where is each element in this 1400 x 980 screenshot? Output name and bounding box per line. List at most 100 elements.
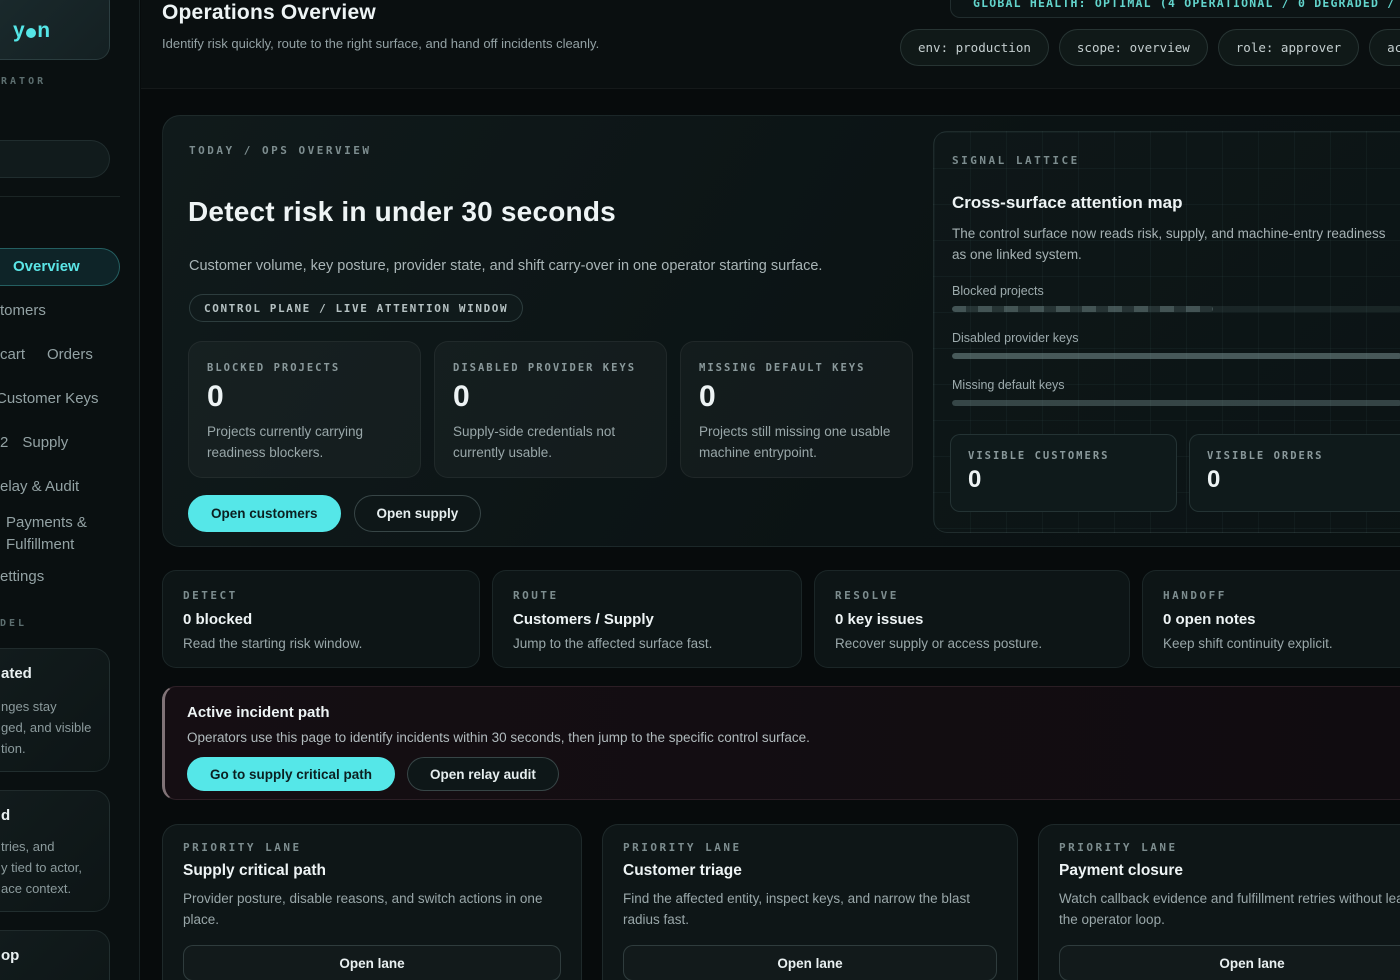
- sidebar-item-supply[interactable]: 2 Supply: [0, 434, 68, 451]
- incident-description: Operators use this page to identify inci…: [187, 730, 810, 745]
- payments-line1: Payments &: [6, 514, 87, 531]
- metric-label: VISIBLE CUSTOMERS: [968, 450, 1110, 462]
- header-divider: [141, 88, 1400, 89]
- signal-description: The control surface now reads risk, supp…: [952, 226, 1386, 262]
- sidebar-item-supply-label: Supply: [22, 434, 69, 451]
- flow-card-route[interactable]: ROUTE Customers / Supply Jump to the aff…: [492, 570, 802, 668]
- global-health-banner: GLOBAL HEALTH: OPTIMAL (4 OPERATIONAL / …: [950, 0, 1400, 18]
- flow-desc: Jump to the affected surface fast.: [513, 636, 713, 651]
- lane-title: Payment closure: [1059, 862, 1184, 879]
- stat-label: BLOCKED PROJECTS: [207, 362, 341, 374]
- sidebar-item-customer-keys[interactable]: Customer Keys: [0, 390, 99, 407]
- sidebar-item-settings[interactable]: ettings: [0, 568, 45, 585]
- env-pill: env: production: [900, 29, 1049, 66]
- meter-fill: [952, 306, 1213, 312]
- open-lane-button[interactable]: Open lane: [183, 945, 561, 980]
- lane-title: Customer triage: [623, 862, 742, 879]
- meter-label: Missing default keys: [952, 378, 1065, 392]
- flow-title: Customers / Supply: [513, 611, 654, 628]
- flow-card-detect[interactable]: DETECT 0 blocked Read the starting risk …: [162, 570, 480, 668]
- model-card-2-line-2: y tied to actor,: [1, 860, 82, 875]
- hero-description: Customer volume, key posture, provider s…: [189, 258, 823, 274]
- signal-lattice-panel: SIGNAL LATTICE Cross-surface attention m…: [933, 131, 1400, 533]
- go-to-supply-critical-path-button[interactable]: Go to supply critical path: [187, 757, 396, 791]
- role-pill: role: approver: [1217, 29, 1360, 66]
- sidebar-item-orders-prefix: cart: [0, 346, 26, 363]
- visible-customers-box: VISIBLE CUSTOMERS 0: [950, 434, 1177, 512]
- model-card-1-line-3: tion.: [1, 741, 26, 756]
- flow-eyebrow: DETECT: [183, 589, 238, 602]
- stat-desc: Supply-side credentials not currently us…: [453, 424, 616, 460]
- sidebar-item-overview[interactable]: Overview: [0, 248, 120, 286]
- flow-title: 0 key issues: [835, 611, 924, 628]
- sidebar: y n ERATOR Overview tomers cart Orders Cu…: [0, 0, 140, 980]
- flow-eyebrow: RESOLVE: [835, 589, 899, 602]
- meter-label: Disabled provider keys: [952, 331, 1079, 345]
- page-subtitle: Identify risk quickly, route to the righ…: [162, 36, 600, 51]
- stat-card-disabled-provider-keys: DISABLED PROVIDER KEYS 0 Supply-side cre…: [434, 341, 667, 478]
- meter-label: Blocked projects: [952, 284, 1044, 298]
- meter-track: [952, 353, 1400, 359]
- open-supply-button[interactable]: Open supply: [353, 495, 482, 532]
- lane-desc: Provider posture, disable reasons, and s…: [183, 891, 543, 927]
- signal-metric-row: VISIBLE CUSTOMERS 0 VISIBLE ORDERS 0: [950, 434, 1400, 512]
- sidebar-item-orders[interactable]: cart Orders: [0, 346, 93, 363]
- sidebar-section-model-label: DEL: [0, 618, 28, 629]
- flow-desc: Recover supply or access posture.: [835, 636, 1043, 651]
- model-card-2-title: d: [1, 807, 11, 824]
- actor-pill: actor: Loc: [1369, 29, 1400, 66]
- stat-label: DISABLED PROVIDER KEYS: [453, 362, 637, 374]
- sidebar-item-payments-fulfillment[interactable]: Payments & Fulfillment: [6, 512, 87, 556]
- signal-title: Cross-surface attention map: [952, 193, 1183, 212]
- stat-label: MISSING DEFAULT KEYS: [699, 362, 866, 374]
- signal-eyebrow: SIGNAL LATTICE: [952, 154, 1080, 167]
- sidebar-item-customers[interactable]: tomers: [0, 302, 46, 319]
- open-relay-audit-button[interactable]: Open relay audit: [407, 757, 559, 791]
- stat-value: 0: [453, 380, 470, 413]
- open-lane-button[interactable]: Open lane: [1059, 945, 1400, 980]
- logo-fragment-before: y: [13, 19, 26, 42]
- flow-eyebrow: ROUTE: [513, 589, 559, 602]
- ops-overview-panel: TODAY / OPS OVERVIEW Detect risk in unde…: [162, 115, 1400, 547]
- logo-wordmark: y n: [13, 19, 51, 43]
- global-health-text: GLOBAL HEALTH: OPTIMAL (4 OPERATIONAL / …: [973, 0, 1400, 10]
- lane-card-supply-critical-path: PRIORITY LANE Supply critical path Provi…: [162, 824, 582, 980]
- lane-desc: Watch callback evidence and fulfillment …: [1059, 891, 1400, 927]
- open-customers-button[interactable]: Open customers: [188, 495, 341, 532]
- stat-value: 0: [699, 380, 716, 413]
- open-lane-button[interactable]: Open lane: [623, 945, 997, 980]
- sidebar-item-orders-label: Orders: [47, 346, 93, 363]
- flow-card-resolve[interactable]: RESOLVE 0 key issues Recover supply or a…: [814, 570, 1130, 668]
- meter-blocked-projects: Blocked projects: [952, 284, 1400, 312]
- model-card-2-line-1: tries, and: [1, 839, 55, 854]
- context-pill-row: env: production scope: overview role: ap…: [900, 29, 1400, 66]
- lane-eyebrow: PRIORITY LANE: [1059, 841, 1178, 854]
- flow-desc: Read the starting risk window.: [183, 636, 363, 651]
- sidebar-item-relay-audit[interactable]: elay & Audit: [0, 478, 80, 495]
- flow-title: 0 open notes: [1163, 611, 1256, 628]
- model-card-2-line-3: ace context.: [1, 881, 72, 896]
- lane-eyebrow: PRIORITY LANE: [623, 841, 742, 854]
- metric-label: VISIBLE ORDERS: [1207, 450, 1324, 462]
- lane-desc: Find the affected entity, inspect keys, …: [623, 891, 970, 927]
- lane-eyebrow: PRIORITY LANE: [183, 841, 302, 854]
- sidebar-divider: [0, 196, 120, 197]
- sidebar-search-input[interactable]: [0, 140, 110, 178]
- hero-title: Detect risk in under 30 seconds: [188, 196, 616, 227]
- sidebar-model-card-3: op: [0, 930, 110, 980]
- model-card-1-line-1: nges stay: [1, 699, 57, 714]
- control-plane-badge: CONTROL PLANE / LIVE ATTENTION WINDOW: [189, 294, 524, 322]
- incident-title: Active incident path: [187, 704, 330, 721]
- model-card-1-line-2: ged, and visible: [1, 720, 92, 735]
- flow-desc: Keep shift continuity explicit.: [1163, 636, 1333, 651]
- hero-eyebrow: TODAY / OPS OVERVIEW: [189, 144, 372, 157]
- scope-pill: scope: overview: [1058, 29, 1208, 66]
- model-card-1-title: ated: [1, 665, 32, 682]
- logo[interactable]: y n: [0, 0, 110, 60]
- logo-fragment-after: n: [37, 19, 51, 42]
- sidebar-item-supply-prefix: 2: [0, 434, 9, 451]
- sidebar-model-card-2: d tries, and y tied to actor, ace contex…: [0, 790, 110, 912]
- payments-line2: Fulfillment: [6, 536, 75, 553]
- stat-value: 0: [207, 380, 224, 413]
- flow-card-handoff[interactable]: HANDOFF 0 open notes Keep shift continui…: [1142, 570, 1400, 668]
